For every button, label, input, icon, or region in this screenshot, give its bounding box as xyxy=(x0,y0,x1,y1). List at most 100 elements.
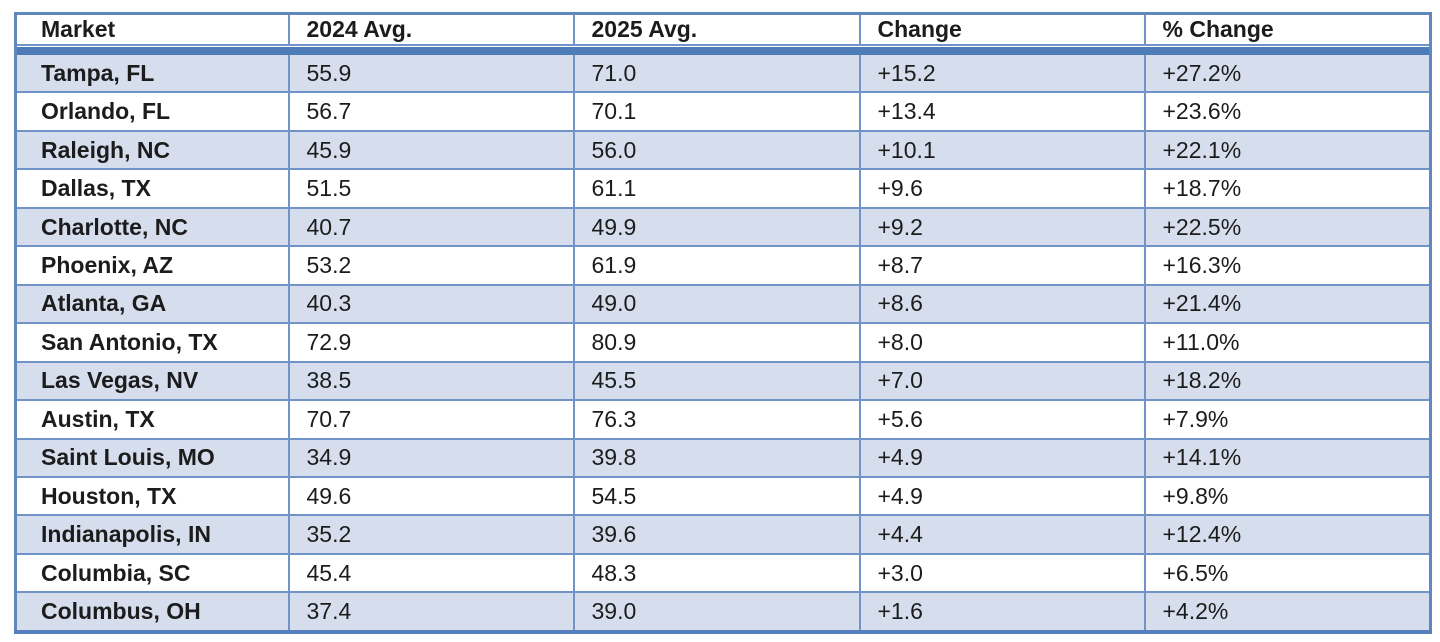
pct-change-cell: +23.6% xyxy=(1143,91,1432,132)
change-cell: +4.4 xyxy=(858,514,1146,555)
market-cell: San Antonio, TX xyxy=(14,322,290,363)
table-row: Houston, TX 49.6 54.5 +4.9 +9.8% xyxy=(14,475,1432,517)
table-row: Phoenix, AZ 53.2 61.9 +8.7 +16.3% xyxy=(14,245,1432,286)
change-cell: +10.1 xyxy=(858,129,1146,171)
table-row: Columbus, OH 37.4 39.0 +1.6 +4.2% xyxy=(14,591,1432,633)
avg-2024-cell: 35.2 xyxy=(287,514,575,555)
change-cell: +4.9 xyxy=(858,437,1146,478)
change-cell: +8.7 xyxy=(858,245,1146,286)
pct-change-cell: +7.9% xyxy=(1143,399,1432,440)
change-cell: +3.0 xyxy=(858,552,1146,594)
avg-2024-cell: 40.3 xyxy=(287,283,575,325)
pct-change-cell: +18.2% xyxy=(1143,360,1432,402)
table-row: Indianapolis, IN 35.2 39.6 +4.4 +12.4% xyxy=(14,514,1432,555)
pct-change-cell: +22.1% xyxy=(1143,129,1432,171)
market-cell: Atlanta, GA xyxy=(14,283,290,325)
avg-2025-cell: 71.0 xyxy=(572,55,861,94)
pct-change-cell: +16.3% xyxy=(1143,245,1432,286)
market-cell: Houston, TX xyxy=(14,475,290,517)
avg-2025-cell: 80.9 xyxy=(572,322,861,363)
avg-2024-cell: 53.2 xyxy=(287,245,575,286)
change-cell: +8.6 xyxy=(858,283,1146,325)
change-cell: +5.6 xyxy=(858,399,1146,440)
avg-2025-cell: 76.3 xyxy=(572,399,861,440)
avg-2025-cell: 49.9 xyxy=(572,206,861,248)
avg-2025-cell: 48.3 xyxy=(572,552,861,594)
column-header-market: Market xyxy=(14,12,290,46)
pct-change-cell: +18.7% xyxy=(1143,168,1432,209)
avg-2024-cell: 45.9 xyxy=(287,129,575,171)
pct-change-cell: +9.8% xyxy=(1143,475,1432,517)
avg-2025-cell: 49.0 xyxy=(572,283,861,325)
table-row: Saint Louis, MO 34.9 39.8 +4.9 +14.1% xyxy=(14,437,1432,478)
market-cell: Phoenix, AZ xyxy=(14,245,290,286)
column-header-2025-avg: 2025 Avg. xyxy=(572,12,861,46)
avg-2025-cell: 39.0 xyxy=(572,591,861,633)
table-row: San Antonio, TX 72.9 80.9 +8.0 +11.0% xyxy=(14,322,1432,363)
avg-2024-cell: 40.7 xyxy=(287,206,575,248)
pct-change-cell: +14.1% xyxy=(1143,437,1432,478)
market-cell: Las Vegas, NV xyxy=(14,360,290,402)
column-header-change: Change xyxy=(858,12,1146,46)
pct-change-cell: +6.5% xyxy=(1143,552,1432,594)
header-row: Market 2024 Avg. 2025 Avg. Change % Chan… xyxy=(14,12,1432,46)
market-cell: Dallas, TX xyxy=(14,168,290,209)
table-row: Las Vegas, NV 38.5 45.5 +7.0 +18.2% xyxy=(14,360,1432,402)
header-separator-band xyxy=(15,45,1431,55)
avg-2024-cell: 51.5 xyxy=(287,168,575,209)
market-comparison-table: Market 2024 Avg. 2025 Avg. Change % Chan… xyxy=(14,12,1432,634)
avg-2025-cell: 39.6 xyxy=(572,514,861,555)
table-row: Columbia, SC 45.4 48.3 +3.0 +6.5% xyxy=(14,552,1432,594)
pct-change-cell: +21.4% xyxy=(1143,283,1432,325)
table-header: Market 2024 Avg. 2025 Avg. Change % Chan… xyxy=(14,12,1432,55)
market-cell: Indianapolis, IN xyxy=(14,514,290,555)
avg-2024-cell: 55.9 xyxy=(287,55,575,94)
change-cell: +7.0 xyxy=(858,360,1146,402)
market-cell: Orlando, FL xyxy=(14,91,290,132)
pct-change-cell: +27.2% xyxy=(1143,55,1432,94)
pct-change-cell: +12.4% xyxy=(1143,514,1432,555)
market-cell: Saint Louis, MO xyxy=(14,437,290,478)
column-header-2024-avg: 2024 Avg. xyxy=(287,12,575,46)
avg-2024-cell: 72.9 xyxy=(287,322,575,363)
change-cell: +9.6 xyxy=(858,168,1146,209)
table-row: Austin, TX 70.7 76.3 +5.6 +7.9% xyxy=(14,399,1432,440)
change-cell: +13.4 xyxy=(858,91,1146,132)
avg-2025-cell: 61.1 xyxy=(572,168,861,209)
pct-change-cell: +4.2% xyxy=(1143,591,1432,633)
change-cell: +15.2 xyxy=(858,55,1146,94)
market-cell: Columbia, SC xyxy=(14,552,290,594)
table-row: Raleigh, NC 45.9 56.0 +10.1 +22.1% xyxy=(14,129,1432,171)
market-cell: Charlotte, NC xyxy=(14,206,290,248)
column-header-pct-change: % Change xyxy=(1143,12,1432,46)
market-cell: Austin, TX xyxy=(14,399,290,440)
change-cell: +1.6 xyxy=(858,591,1146,633)
change-cell: +4.9 xyxy=(858,475,1146,517)
header-separator-band-fill xyxy=(15,45,1431,55)
market-cell: Tampa, FL xyxy=(14,55,290,94)
change-cell: +9.2 xyxy=(858,206,1146,248)
table-row: Dallas, TX 51.5 61.1 +9.6 +18.7% xyxy=(14,168,1432,209)
avg-2024-cell: 45.4 xyxy=(287,552,575,594)
pct-change-cell: +22.5% xyxy=(1143,206,1432,248)
avg-2025-cell: 70.1 xyxy=(572,91,861,132)
avg-2025-cell: 45.5 xyxy=(572,360,861,402)
table-row: Atlanta, GA 40.3 49.0 +8.6 +21.4% xyxy=(14,283,1432,325)
avg-2025-cell: 56.0 xyxy=(572,129,861,171)
avg-2025-cell: 39.8 xyxy=(572,437,861,478)
market-cell: Columbus, OH xyxy=(14,591,290,633)
avg-2025-cell: 54.5 xyxy=(572,475,861,517)
avg-2024-cell: 56.7 xyxy=(287,91,575,132)
table-row: Tampa, FL 55.9 71.0 +15.2 +27.2% xyxy=(14,55,1432,94)
avg-2025-cell: 61.9 xyxy=(572,245,861,286)
market-cell: Raleigh, NC xyxy=(14,129,290,171)
table-body: Tampa, FL 55.9 71.0 +15.2 +27.2% Orlando, FL 5… xyxy=(14,55,1432,633)
avg-2024-cell: 37.4 xyxy=(287,591,575,633)
table-row: Charlotte, NC 40.7 49.9 +9.2 +22.5% xyxy=(14,206,1432,248)
avg-2024-cell: 49.6 xyxy=(287,475,575,517)
avg-2024-cell: 38.5 xyxy=(287,360,575,402)
change-cell: +8.0 xyxy=(858,322,1146,363)
avg-2024-cell: 70.7 xyxy=(287,399,575,440)
table-row: Orlando, FL 56.7 70.1 +13.4 +23.6% xyxy=(14,91,1432,132)
